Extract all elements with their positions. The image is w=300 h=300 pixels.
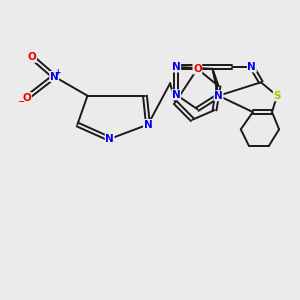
Text: N: N	[144, 119, 152, 130]
Text: N: N	[172, 90, 181, 100]
Text: O: O	[28, 52, 36, 62]
Text: +: +	[55, 68, 61, 76]
Text: O: O	[22, 93, 31, 103]
Text: N: N	[214, 91, 223, 101]
Text: S: S	[273, 91, 281, 101]
Text: N: N	[248, 62, 256, 72]
Text: O: O	[193, 64, 202, 74]
Text: N: N	[50, 71, 58, 82]
Text: −: −	[17, 97, 25, 106]
Text: N: N	[105, 134, 114, 144]
Text: N: N	[172, 62, 181, 72]
